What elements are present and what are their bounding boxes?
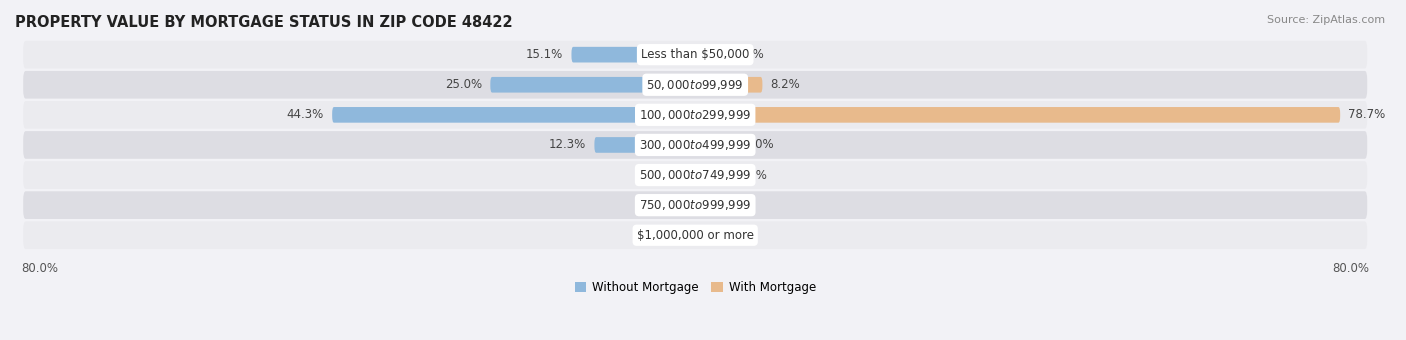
Text: $750,000 to $999,999: $750,000 to $999,999 [638,198,751,212]
Text: 4.2%: 4.2% [738,169,768,182]
Text: $100,000 to $299,999: $100,000 to $299,999 [640,108,751,122]
Text: 3.7%: 3.7% [734,48,763,61]
FancyBboxPatch shape [22,41,1367,68]
Text: 5.0%: 5.0% [744,138,773,151]
Text: $500,000 to $749,999: $500,000 to $749,999 [638,168,751,182]
Text: $300,000 to $499,999: $300,000 to $499,999 [638,138,751,152]
FancyBboxPatch shape [688,197,695,213]
FancyBboxPatch shape [695,167,730,183]
Text: PROPERTY VALUE BY MORTGAGE STATUS IN ZIP CODE 48422: PROPERTY VALUE BY MORTGAGE STATUS IN ZIP… [15,15,513,30]
FancyBboxPatch shape [22,101,1367,129]
Text: $50,000 to $99,999: $50,000 to $99,999 [647,78,744,92]
FancyBboxPatch shape [692,227,695,243]
FancyBboxPatch shape [695,107,1340,123]
Text: 12.3%: 12.3% [548,138,586,151]
FancyBboxPatch shape [491,77,695,92]
Text: 25.0%: 25.0% [446,78,482,91]
Text: Source: ZipAtlas.com: Source: ZipAtlas.com [1267,15,1385,25]
Text: 0.5%: 0.5% [654,229,683,242]
FancyBboxPatch shape [22,161,1367,189]
FancyBboxPatch shape [695,137,737,153]
Legend: Without Mortgage, With Mortgage: Without Mortgage, With Mortgage [569,276,821,299]
Text: 0.0%: 0.0% [703,199,733,211]
Text: 8.2%: 8.2% [770,78,800,91]
Text: 1.0%: 1.0% [650,199,679,211]
Text: 1.9%: 1.9% [641,169,672,182]
FancyBboxPatch shape [571,47,695,63]
FancyBboxPatch shape [695,47,725,63]
FancyBboxPatch shape [695,227,697,243]
FancyBboxPatch shape [22,131,1367,159]
Text: 44.3%: 44.3% [287,108,323,121]
FancyBboxPatch shape [679,167,695,183]
FancyBboxPatch shape [22,191,1367,219]
FancyBboxPatch shape [695,77,762,92]
Text: 78.7%: 78.7% [1348,108,1386,121]
FancyBboxPatch shape [595,137,695,153]
Text: 15.1%: 15.1% [526,48,564,61]
FancyBboxPatch shape [22,71,1367,99]
Text: $1,000,000 or more: $1,000,000 or more [637,229,754,242]
FancyBboxPatch shape [332,107,695,123]
Text: 0.25%: 0.25% [706,229,742,242]
FancyBboxPatch shape [22,221,1367,249]
Text: Less than $50,000: Less than $50,000 [641,48,749,61]
